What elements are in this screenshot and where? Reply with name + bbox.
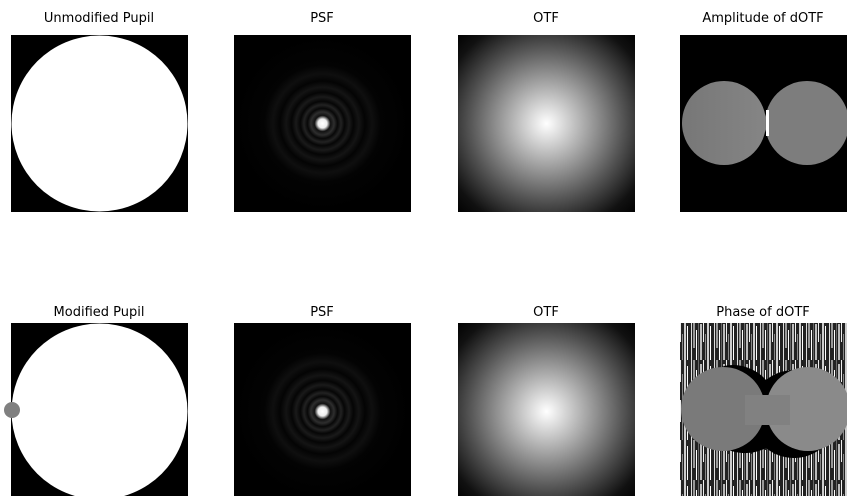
panel-title: Unmodified Pupil bbox=[44, 11, 154, 26]
unmodified-pupil-image bbox=[11, 35, 188, 212]
psf-image bbox=[234, 35, 411, 212]
amplitude-dotf-image bbox=[680, 35, 847, 212]
psf-image bbox=[234, 323, 411, 496]
figure: Unmodified Pupil PSF OTF Amplitude of dO… bbox=[0, 0, 847, 496]
panel-title: OTF bbox=[533, 305, 559, 320]
page: Unmodified Pupil PSF OTF Amplitude of dO… bbox=[0, 0, 847, 496]
otf-image bbox=[458, 323, 635, 496]
panel-title: PSF bbox=[310, 11, 334, 26]
panel-title: PSF bbox=[310, 305, 334, 320]
panel-title: Modified Pupil bbox=[54, 305, 145, 320]
panel-title: Phase of dOTF bbox=[716, 305, 810, 320]
otf-image bbox=[458, 35, 635, 212]
modified-pupil-image bbox=[4, 323, 188, 496]
panel-title: OTF bbox=[533, 11, 559, 26]
panel-title: Amplitude of dOTF bbox=[702, 11, 823, 26]
phase-dotf-image bbox=[680, 323, 847, 496]
